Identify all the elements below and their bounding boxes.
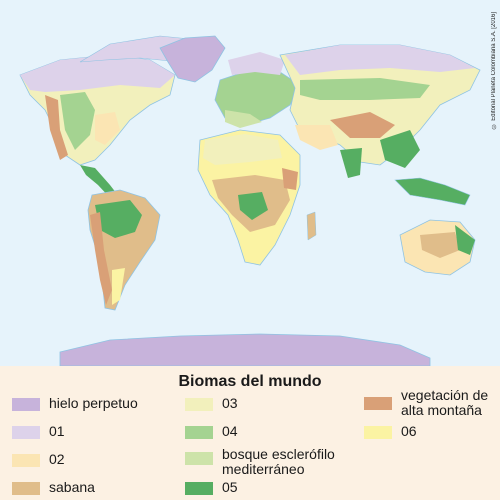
legend-item-hielo-perpetuo: hielo perpetuo (12, 396, 138, 411)
swatch-02 (12, 454, 40, 467)
swatch-sabana (12, 482, 40, 495)
legend-label-line1: vegetación de (401, 387, 489, 403)
swatch-06 (364, 426, 392, 439)
legend-label: 04 (222, 423, 238, 439)
legend-label: 03 (222, 395, 238, 411)
legend-label-multiline: bosque esclerófilo mediterráneo (222, 447, 335, 477)
copyright-notice: © Editorial Planeta Colombiana S.A. [201… (491, 12, 497, 129)
legend-item-03: 03 (185, 396, 238, 411)
legend-item-bosque-esclerofilo-mediterraneo: bosque esclerófilo mediterráneo (185, 447, 335, 477)
legend-label: sabana (49, 479, 95, 495)
swatch-03 (185, 398, 213, 411)
swatch-hielo-perpetuo (12, 398, 40, 411)
swatch-05 (185, 482, 213, 495)
legend-label-line2: alta montaña (401, 402, 482, 418)
legend-item-04: 04 (185, 424, 238, 439)
legend-item-01: 01 (12, 424, 65, 439)
legend-label-line1: bosque esclerófilo (222, 446, 335, 462)
map-legend: Biomas del mundo hielo perpetuo 01 02 sa… (0, 366, 500, 500)
legend-label: 01 (49, 423, 65, 439)
swatch-bosque-esclerofilo (185, 452, 213, 465)
legend-label: 05 (222, 479, 238, 495)
legend-item-02: 02 (12, 452, 65, 467)
greenland (159, 35, 226, 83)
europe (214, 52, 301, 128)
legend-title: Biomas del mundo (178, 373, 322, 390)
australia (399, 219, 476, 276)
legend-item-05: 05 (185, 480, 238, 495)
south-america (87, 189, 161, 311)
swatch-01 (12, 426, 40, 439)
africa (197, 129, 317, 266)
asia (279, 44, 481, 178)
world-biome-map: © Editorial Planeta Colombiana S.A. [201… (0, 0, 500, 366)
legend-label: 06 (401, 423, 417, 439)
legend-item-06: 06 (364, 424, 417, 439)
legend-label-multiline: vegetación de alta montaña (401, 388, 488, 418)
legend-label: hielo perpetuo (49, 395, 138, 411)
legend-item-sabana: sabana (12, 480, 95, 495)
legend-label: 02 (49, 451, 65, 467)
legend-label-line2: mediterráneo (222, 461, 305, 477)
antarctica (59, 333, 431, 366)
swatch-04 (185, 426, 213, 439)
swatch-alta-montana (364, 397, 392, 410)
legend-item-vegetacion-alta-montana: vegetación de alta montaña (364, 388, 488, 418)
map-svg (19, 35, 481, 366)
islands (394, 177, 471, 206)
